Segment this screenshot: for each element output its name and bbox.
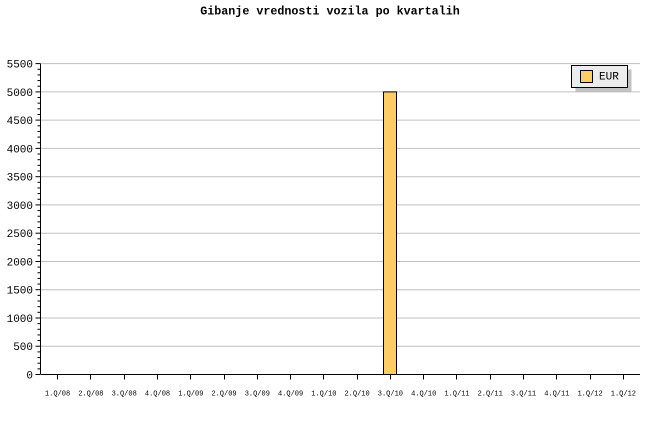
svg-text:2.Q/10: 2.Q/10 bbox=[344, 391, 369, 399]
svg-text:1.Q/08: 1.Q/08 bbox=[45, 391, 70, 399]
svg-text:2.Q/09: 2.Q/09 bbox=[211, 391, 236, 399]
svg-text:5000: 5000 bbox=[7, 88, 33, 100]
svg-text:1.Q/11: 1.Q/11 bbox=[444, 391, 469, 399]
svg-text:2500: 2500 bbox=[7, 229, 33, 241]
svg-text:3000: 3000 bbox=[7, 201, 33, 213]
svg-text:0: 0 bbox=[26, 370, 33, 382]
svg-text:Gibanje vrednosti vozila po kv: Gibanje vrednosti vozila po kvartalih bbox=[200, 5, 460, 19]
svg-text:3.Q/08: 3.Q/08 bbox=[112, 391, 137, 399]
svg-text:1500: 1500 bbox=[7, 286, 33, 298]
svg-text:3500: 3500 bbox=[7, 173, 33, 185]
svg-text:4.Q/11: 4.Q/11 bbox=[544, 391, 569, 399]
svg-text:500: 500 bbox=[13, 342, 33, 354]
svg-text:3.Q/11: 3.Q/11 bbox=[511, 391, 536, 399]
svg-text:4.Q/10: 4.Q/10 bbox=[411, 391, 436, 399]
svg-text:4500: 4500 bbox=[7, 116, 33, 128]
svg-text:4.Q/08: 4.Q/08 bbox=[145, 391, 170, 399]
svg-text:2.Q/08: 2.Q/08 bbox=[78, 391, 103, 399]
svg-text:1000: 1000 bbox=[7, 314, 33, 326]
svg-text:2.Q/11: 2.Q/11 bbox=[478, 391, 503, 399]
svg-text:1.Q/12: 1.Q/12 bbox=[577, 391, 602, 399]
svg-text:4000: 4000 bbox=[7, 144, 33, 156]
svg-text:5500: 5500 bbox=[7, 60, 33, 72]
svg-text:1.Q/09: 1.Q/09 bbox=[178, 391, 203, 399]
svg-text:1.Q/10: 1.Q/10 bbox=[311, 391, 336, 399]
svg-text:EUR: EUR bbox=[599, 72, 619, 84]
svg-text:3.Q/10: 3.Q/10 bbox=[378, 391, 403, 399]
svg-text:3.Q/09: 3.Q/09 bbox=[245, 391, 270, 399]
svg-text:1.Q/12: 1.Q/12 bbox=[611, 391, 636, 399]
svg-text:2000: 2000 bbox=[7, 257, 33, 269]
svg-text:4.Q/09: 4.Q/09 bbox=[278, 391, 303, 399]
